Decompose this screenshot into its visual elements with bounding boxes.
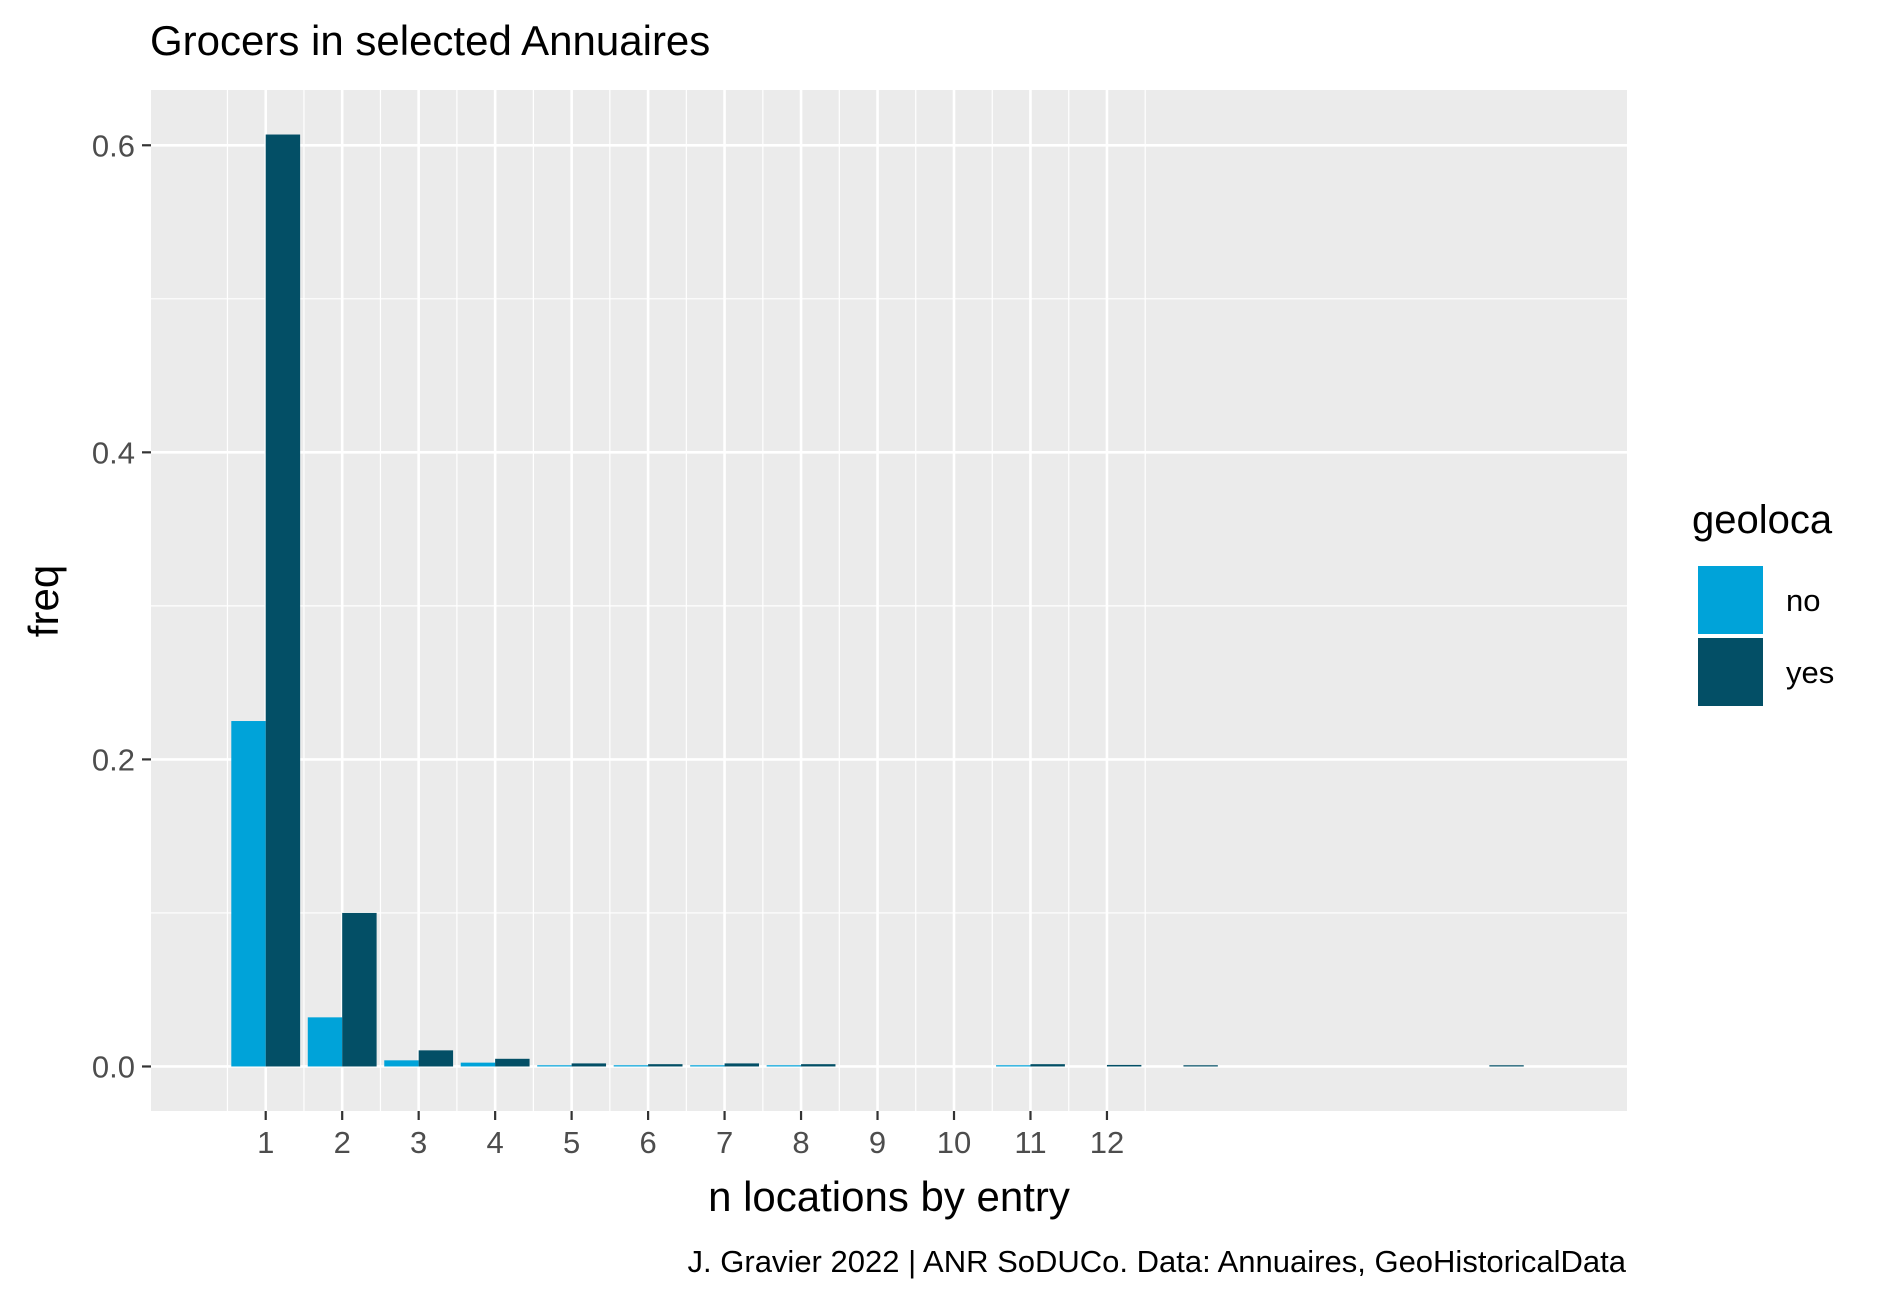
- x-tick-label: 5: [563, 1125, 580, 1160]
- bar-no-4: [460, 1062, 496, 1067]
- bar-yes-17: [1489, 1065, 1524, 1067]
- bar-no-1: [231, 721, 266, 1067]
- legend-label-no: no: [1786, 583, 1820, 618]
- legend-title: geoloca: [1692, 498, 1833, 542]
- minor-gridlines-x: [226, 90, 1146, 1111]
- bar-yes-3: [418, 1050, 454, 1067]
- major-gridlines-y: [151, 143, 1627, 1068]
- bar-yes-11: [1030, 1064, 1065, 1067]
- bar-yes-7: [724, 1063, 759, 1067]
- bar-no-2: [307, 1017, 343, 1067]
- legend-key-yes: [1696, 636, 1765, 708]
- legend-label-yes: yes: [1786, 655, 1834, 690]
- bar-no-8: [766, 1065, 802, 1067]
- y-axis: 0.0 0.2 0.4 0.6: [92, 128, 151, 1084]
- x-tick-label: 12: [1090, 1125, 1124, 1160]
- x-tick-label: 3: [410, 1125, 427, 1160]
- legend-items: no yes: [1696, 564, 1834, 708]
- bar-no-3: [384, 1060, 419, 1067]
- y-tick-label: 0.6: [92, 128, 135, 163]
- bar-no-5: [537, 1065, 572, 1067]
- x-tick-label: 1: [257, 1125, 274, 1160]
- bar-no-7: [690, 1065, 725, 1067]
- x-tick-label: 10: [937, 1125, 971, 1160]
- x-axis-title: n locations by entry: [708, 1173, 1070, 1220]
- x-tick-label: 6: [639, 1125, 656, 1160]
- y-tick-label: 0.4: [92, 435, 135, 470]
- y-tick-label: 0.0: [92, 1049, 135, 1084]
- minor-gridlines-y: [151, 298, 1627, 914]
- bar-yes-12: [1106, 1064, 1142, 1067]
- x-tick-label: 11: [1014, 1125, 1046, 1160]
- x-tick-label: 2: [334, 1125, 351, 1160]
- bar-yes-4: [495, 1058, 530, 1067]
- chart-caption: J. Gravier 2022 | ANR SoDUCo. Data: Annu…: [688, 1244, 1627, 1279]
- y-tick-label: 0.2: [92, 742, 135, 777]
- bar-yes-1: [265, 134, 301, 1067]
- legend-key-no: [1696, 564, 1765, 636]
- bar-yes-13: [1183, 1065, 1218, 1067]
- x-tick-label: 9: [869, 1125, 886, 1160]
- bars: [231, 134, 1524, 1067]
- x-axis: 1 2 3 4 5 6 7 8 9 10 11 12: [257, 1111, 1124, 1160]
- bar-no-6: [613, 1065, 649, 1067]
- bar-yes-2: [342, 912, 377, 1067]
- x-tick-label: 7: [716, 1125, 733, 1160]
- x-tick-label: 8: [792, 1125, 809, 1160]
- legend: geoloca no yes: [1692, 498, 1834, 708]
- x-tick-label: 4: [487, 1125, 504, 1160]
- bar-no-11: [996, 1065, 1031, 1067]
- chart-title: Grocers in selected Annuaires: [150, 17, 710, 64]
- bar-yes-6: [648, 1064, 683, 1067]
- bar-yes-8: [801, 1064, 836, 1067]
- plot-panel: [151, 90, 1627, 1111]
- bar-yes-5: [571, 1063, 607, 1067]
- y-axis-title: freq: [20, 565, 67, 637]
